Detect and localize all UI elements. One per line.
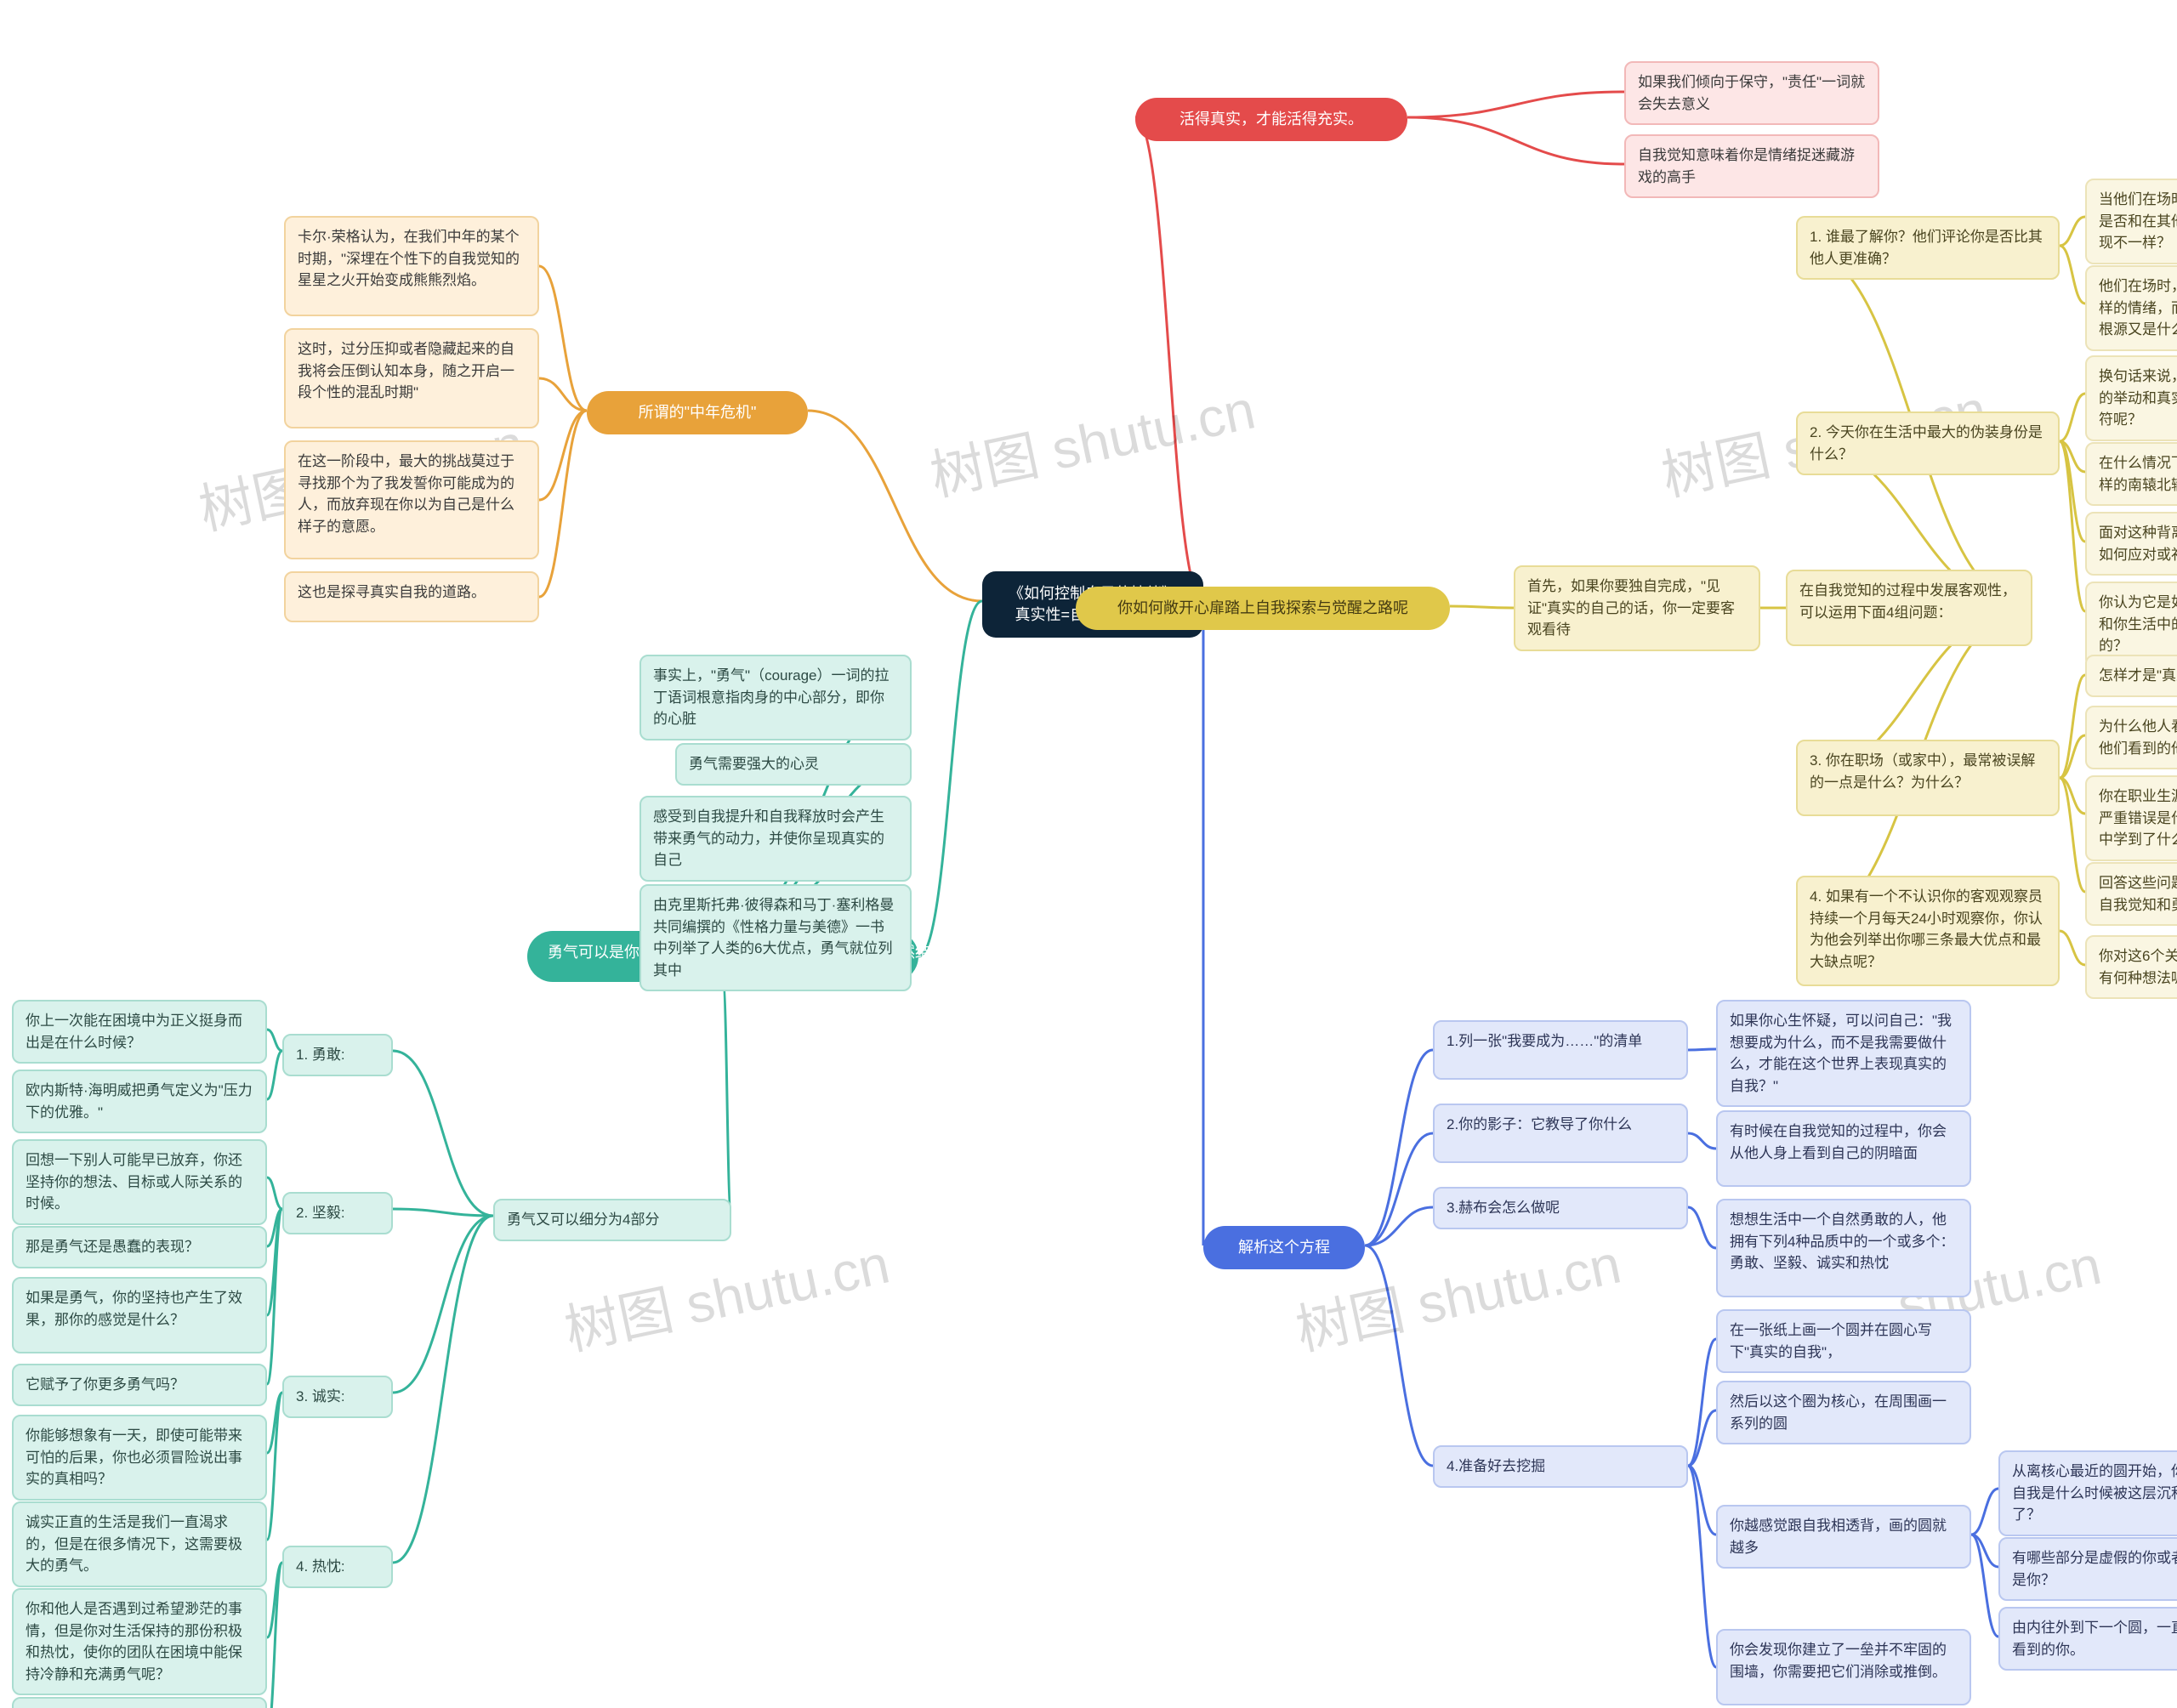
b_red-pill[interactable]: 活得真实，才能活得充实。 [1135, 98, 1407, 141]
blue-deep-0[interactable]: 从离核心最近的圆开始，你真实的自我是什么时候被这层沉积物包围了？ [1998, 1450, 2177, 1536]
yellow-a-10[interactable]: 你对这6个关于你的描述会有何种想法呢？ [2085, 935, 2177, 999]
blue-note-4[interactable]: 然后以这个圈为核心，在周围画一系列的圆 [1716, 1381, 1971, 1444]
blue-step-3[interactable]: 4.准备好去挖掘 [1433, 1445, 1688, 1488]
blue-step-1[interactable]: 2.你的影子：它教导了你什么 [1433, 1104, 1688, 1163]
yellow-a-0[interactable]: 当他们在场时，你的表现是否和在其他场合时的表现不一样？ [2085, 179, 2177, 264]
yellow-a-2[interactable]: 换句话来说，什么时候你的举动和真实的你最不相符呢？ [2085, 355, 2177, 441]
teal-detail-4[interactable]: 如果是勇气，你的坚持也产生了效果，那你的感觉是什么？ [12, 1277, 267, 1353]
blue-step-0[interactable]: 1.列一张"我要成为……"的清单 [1433, 1020, 1688, 1080]
orange-leaf-2[interactable]: 在这一阶段中，最大的挑战莫过于寻找那个为了我发誓你可能成为的人，而放弃现在你以为… [284, 440, 539, 559]
yellow-a-9[interactable]: 回答这些问题需要一定的自我觉知和勇气。 [2085, 862, 2177, 926]
blue-note-2[interactable]: 想想生活中一个自然勇敢的人，他拥有下列4种品质中的一个或多个：勇敢、坚毅、诚实和… [1716, 1199, 1971, 1297]
b_orange-pill[interactable]: 所谓的"中年危机" [587, 391, 808, 434]
teal-sub-label[interactable]: 勇气又可以细分为4部分 [493, 1199, 731, 1241]
watermark: 树图 shutu.cn [923, 366, 1261, 512]
orange-leaf-0[interactable]: 卡尔·荣格认为，在我们中年的某个时期，"深埋在个性下的自我觉知的星星之火开始变成… [284, 216, 539, 316]
yellow-a-3[interactable]: 在什么情况下你会陷入这样的南辕北辙呢？ [2085, 442, 2177, 506]
yellow-a-1[interactable]: 他们在场时，你会产生怎样的情绪，而它们产生的根源又是什么？ [2085, 265, 2177, 351]
yellow-q-0[interactable]: 1. 谁最了解你？他们评论你是否比其他人更准确？ [1796, 216, 2060, 280]
yellow-q-2[interactable]: 3. 你在职场（或家中），最常被误解的一点是什么？为什么？ [1796, 740, 2060, 816]
red-leaf-0[interactable]: 如果我们倾向于保守，"责任"一词就会失去意义 [1624, 61, 1879, 125]
teal-detail-8[interactable]: 你和他人是否遇到过希望渺茫的事情，但是你对生活保持的那份积极和热忱，使你的团队在… [12, 1588, 267, 1695]
teal-detail-2[interactable]: 回想一下别人可能早已放弃，你还坚持你的想法、目标或人际关系的时候。 [12, 1139, 267, 1225]
red-leaf-1[interactable]: 自我觉知意味着你是情绪捉迷藏游戏的高手 [1624, 134, 1879, 198]
yellow-a-4[interactable]: 面对这种背离感，你又是如何应对或补偿的？ [2085, 512, 2177, 576]
yellow-q-3[interactable]: 4. 如果有一个不认识你的客观观察员持续一个月每天24小时观察你，你认为他会列举… [1796, 876, 2060, 986]
teal-detail-6[interactable]: 你能够想象有一天，即使可能带来可怕的后果，你也必须冒险说出事实的真相吗？ [12, 1415, 267, 1501]
teal-top-2[interactable]: 感受到自我提升和自我释放时会产生带来勇气的动力，并使你呈现真实的自己 [639, 796, 912, 882]
teal-detail-7[interactable]: 诚实正直的生活是我们一直渴求的，但是在很多情况下，这需要极大的勇气。 [12, 1501, 267, 1587]
teal-part-3[interactable]: 4. 热忱: [282, 1546, 393, 1588]
teal-top-0[interactable]: 事实上，"勇气"（courage）一词的拉丁语词根意指肉身的中心部分，即你的心脏 [639, 655, 912, 741]
yellow-a-7[interactable]: 为什么他人看不到你眼里他们看到的他真实的你？ [2085, 706, 2177, 769]
orange-leaf-3[interactable]: 这也是探寻真实自我的道路。 [284, 571, 539, 622]
blue-note-5[interactable]: 你越感觉跟自我相透背，画的圆就越多 [1716, 1505, 1971, 1569]
yellow-q-1[interactable]: 2. 今天你在生活中最大的伪装身份是什么？ [1796, 411, 2060, 475]
teal-part-0[interactable]: 1. 勇敢: [282, 1034, 393, 1076]
teal-part-2[interactable]: 3. 诚实: [282, 1376, 393, 1418]
teal-detail-9[interactable]: 勇气是会感染的，有时只要有一个人有信心，一切事情就会顺利开展下去。 [12, 1697, 267, 1708]
teal-detail-5[interactable]: 它赋予了你更多勇气吗？ [12, 1364, 267, 1406]
b_blue-pill[interactable]: 解析这个方程 [1203, 1226, 1365, 1269]
yellow-mid2[interactable]: 在自我觉知的过程中发展客观性，可以运用下面4组问题： [1786, 570, 2032, 646]
teal-detail-3[interactable]: 那是勇气还是愚蠢的表现？ [12, 1226, 267, 1268]
b_yellow-pill[interactable]: 你如何敞开心扉踏上自我探索与觉醒之路呢 [1076, 587, 1450, 630]
teal-top-3[interactable]: 由克里斯托弗·彼得森和马丁·塞利格曼共同编撰的《性格力量与美德》一书中列举了人类… [639, 884, 912, 991]
watermark: 树图 shutu.cn [557, 1221, 895, 1366]
blue-note-3[interactable]: 在一张纸上画一个圆并在圆心写下"真实的自我"， [1716, 1309, 1971, 1373]
blue-note-1[interactable]: 有时候在自我觉知的过程中，你会从他人身上看到自己的阴暗面 [1716, 1110, 1971, 1187]
blue-deep-2[interactable]: 由内往外到下一个圆，一直到他人看到的你。 [1998, 1607, 2177, 1671]
teal-top-1[interactable]: 勇气需要强大的心灵 [675, 743, 912, 786]
teal-detail-1[interactable]: 欧内斯特·海明威把勇气定义为"压力下的优雅。" [12, 1070, 267, 1133]
yellow-mid[interactable]: 首先，如果你要独自完成，"见证"真实的自己的话，你一定要客观看待 [1514, 565, 1760, 651]
teal-part-1[interactable]: 2. 坚毅: [282, 1192, 393, 1234]
blue-note-0[interactable]: 如果你心生怀疑，可以问自己："我想要成为什么，而不是我需要做什么，才能在这个世界… [1716, 1000, 1971, 1107]
yellow-a-6[interactable]: 怎样才是"真正的你"？ [2085, 655, 2177, 697]
blue-note-6[interactable]: 你会发现你建立了一垒并不牢固的围墙，你需要把它们消除或推倒。 [1716, 1629, 1971, 1705]
blue-deep-1[interactable]: 有哪些部分是虚假的你或者根本不是你？ [1998, 1537, 2177, 1601]
orange-leaf-1[interactable]: 这时，过分压抑或者隐藏起来的自我将会压倒认知本身，随之开启一段个性的混乱时期" [284, 328, 539, 428]
blue-step-2[interactable]: 3.赫布会怎么做呢 [1433, 1187, 1688, 1229]
teal-detail-0[interactable]: 你上一次能在困境中为正义挺身而出是在什么时候？ [12, 1000, 267, 1064]
yellow-a-8[interactable]: 你在职业生涯中犯过的最严重错误是什么，你又从中学到了什么教训？ [2085, 775, 2177, 861]
